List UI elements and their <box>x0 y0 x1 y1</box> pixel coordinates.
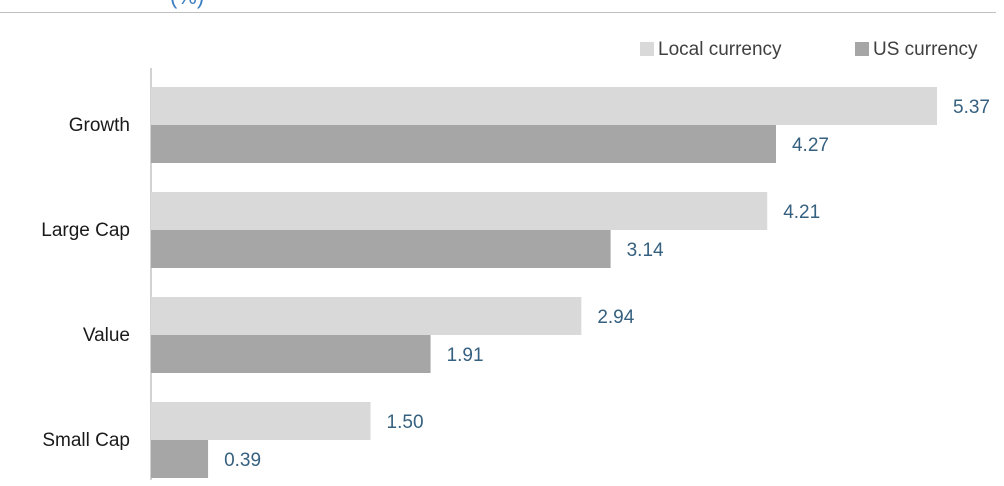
bar-us-small-cap <box>151 440 209 478</box>
bar-local-value <box>151 297 582 335</box>
data-label: 3.14 <box>627 240 664 261</box>
legend-label: US currency <box>873 39 978 60</box>
data-label: 0.39 <box>224 450 261 471</box>
legend: Local currency US currency <box>640 39 978 60</box>
labels: Growth 5.37 4.27 Large Cap 4.21 3.14 Value 2.94… <box>41 97 990 471</box>
data-label: 4.27 <box>792 135 829 156</box>
data-label: 4.21 <box>783 202 820 223</box>
data-label: 2.94 <box>597 307 634 328</box>
category-label: Large Cap <box>41 220 130 241</box>
legend-swatch <box>855 42 869 56</box>
data-label: 5.37 <box>953 97 990 118</box>
bar-local-small-cap <box>151 402 371 440</box>
category-label: Growth <box>69 115 130 136</box>
category-label: Value <box>83 325 130 346</box>
category-label: Small Cap <box>42 430 130 451</box>
legend-swatch <box>640 42 654 56</box>
bar-local-large-cap <box>151 192 768 230</box>
chart-title-partial: (%) <box>170 0 204 10</box>
bars <box>151 87 937 478</box>
legend-label: Local currency <box>658 39 782 60</box>
bar-local-growth <box>151 87 937 125</box>
bar-us-large-cap <box>151 230 611 268</box>
bar-us-value <box>151 335 431 373</box>
bar-us-growth <box>151 125 776 163</box>
title-strip: (%) <box>0 0 996 13</box>
data-label: 1.50 <box>387 412 424 433</box>
data-label: 1.91 <box>447 345 484 366</box>
